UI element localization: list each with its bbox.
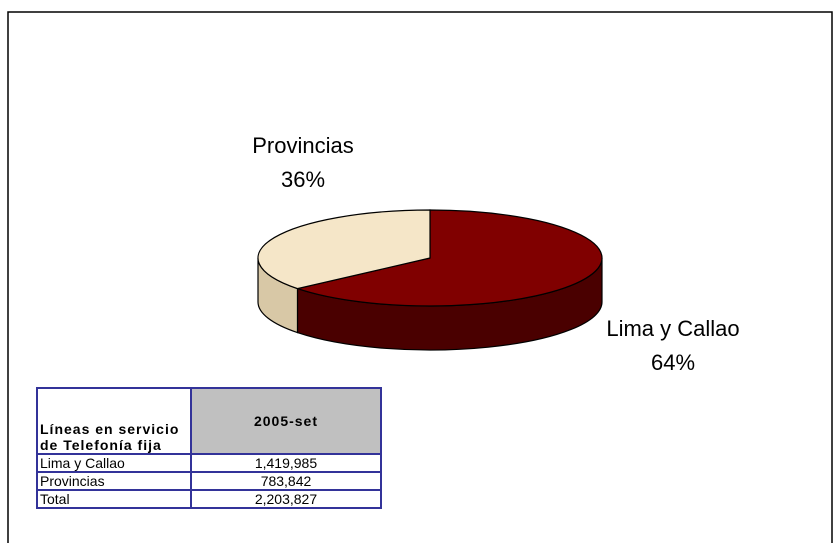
cell: Lima y Callao [36, 453, 192, 473]
header-cell: 2005-set [190, 387, 382, 455]
slice-value-label: 64% [651, 350, 695, 375]
slice-label: Provincias [252, 133, 353, 158]
header-row: Líneas en servicio de Telefonía fija 200… [36, 387, 382, 455]
row: Total 2,203,827 [36, 489, 382, 509]
cell: 1,419,985 [190, 453, 382, 473]
slice [295, 209, 603, 307]
data-table: Líneas en servicio de Telefonía fija 200… [36, 387, 382, 509]
chart-frame [7, 11, 833, 543]
row: Provincias 783,842 [36, 471, 382, 491]
header-cell: Líneas en servicio de Telefonía fija [36, 387, 192, 455]
slice [257, 209, 431, 290]
row: Lima y Callao 1,419,985 [36, 453, 382, 473]
slice-label: Lima y Callao [606, 316, 739, 341]
cell: 783,842 [190, 471, 382, 491]
cell: 2,203,827 [190, 489, 382, 509]
cell: Provincias [36, 471, 192, 491]
slice-value-label: 36% [281, 167, 325, 192]
cell: Total [36, 489, 192, 509]
